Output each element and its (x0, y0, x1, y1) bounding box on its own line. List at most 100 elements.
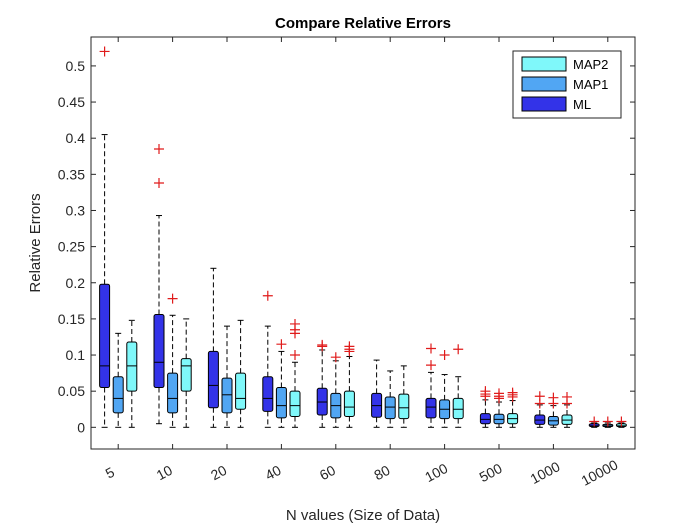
x-tick-label: 10 (154, 462, 175, 484)
box-iqr (398, 393, 410, 420)
box-iqr (221, 377, 233, 414)
box-iqr (275, 387, 287, 419)
outlier-marker (317, 339, 328, 350)
x-tick-label: 10000 (579, 456, 621, 489)
y-tick-label: 0.2 (66, 275, 86, 291)
x-tick-label: 1000 (528, 458, 563, 487)
y-axis-label: Relative Errors (27, 193, 44, 292)
box-10-s1 (153, 144, 165, 425)
box-10000-s2 (602, 416, 614, 428)
outlier-marker (439, 350, 450, 361)
legend-label: MAP2 (573, 57, 608, 72)
box-10-s3 (180, 318, 192, 428)
box-iqr (167, 372, 179, 414)
box-iqr (262, 376, 274, 412)
y-tick-label: 0.15 (58, 311, 85, 327)
box-series (99, 46, 627, 428)
box-10-s2 (167, 293, 179, 428)
outlier-marker (494, 388, 504, 399)
box-60-s1 (316, 339, 328, 428)
outlier-marker (480, 386, 491, 397)
box-500-s3 (507, 387, 519, 428)
legend-swatch (521, 96, 567, 112)
outlier-marker (330, 352, 341, 363)
box-100-s2 (439, 350, 451, 428)
y-tick-label: 0 (77, 419, 85, 435)
x-tick-label: 5 (103, 464, 118, 482)
y-tick-marks (91, 65, 635, 428)
outlier-marker (290, 350, 300, 361)
outlier-marker (507, 387, 518, 398)
box-iqr (153, 314, 165, 389)
box-iqr (452, 397, 464, 420)
x-tick-label: 100 (422, 460, 450, 485)
outlier-marker (589, 416, 600, 427)
plot-frame (90, 36, 636, 450)
box-iqr (235, 372, 247, 410)
box-20-s3 (235, 319, 247, 428)
box-60-s3 (343, 341, 355, 428)
x-tick-label: 40 (262, 462, 283, 484)
box-iqr (289, 390, 301, 417)
box-5-s1 (99, 46, 111, 428)
x-tick-label: 20 (208, 462, 229, 484)
legend-label: ML (573, 97, 591, 112)
outlier-marker (154, 178, 164, 189)
outlier-marker (99, 46, 110, 57)
outlier-marker (616, 416, 627, 427)
outlier-marker (534, 391, 545, 402)
y-tick-label: 0.45 (58, 94, 85, 110)
box-iqr (126, 341, 138, 392)
y-tick-label: 0.3 (66, 202, 86, 218)
outlier-marker (602, 416, 613, 427)
box-iqr (479, 413, 491, 425)
outlier-marker (562, 391, 572, 402)
legend: MAP2 MAP1 ML (512, 50, 622, 119)
outlier-marker (426, 360, 436, 371)
y-tick-label: 0.25 (58, 239, 85, 255)
box-80-s2 (384, 370, 396, 428)
y-tick-label: 0.1 (66, 347, 86, 363)
box-iqr (99, 283, 111, 389)
x-tick-label: 60 (317, 462, 338, 484)
box-iqr (425, 397, 437, 419)
y-tick-labels: 0 0.05 0.1 0.15 0.2 0.25 0.3 0.35 0.4 0.45 0.5 (58, 58, 85, 435)
box-40-s3 (289, 318, 301, 428)
box-10000-s1 (588, 416, 600, 428)
x-axis-label: N values (Size of Data) (286, 507, 440, 524)
y-tick-label: 0.35 (58, 166, 85, 182)
y-tick-label: 0.4 (66, 130, 86, 146)
box-20-s1 (207, 267, 219, 428)
outlier-marker (290, 318, 300, 329)
box-60-s2 (330, 352, 342, 428)
box-80-s1 (371, 359, 383, 428)
outlier-marker (262, 290, 273, 301)
outlier-marker (453, 344, 464, 355)
box-100-s3 (452, 344, 464, 428)
x-tick-label: 80 (371, 462, 392, 484)
box-iqr (180, 358, 192, 392)
outlier-marker (426, 343, 436, 354)
y-tick-label: 0.05 (58, 383, 85, 399)
outlier-marker (548, 392, 559, 403)
box-iqr (112, 376, 124, 414)
box-10000-s3 (615, 416, 627, 428)
x-tick-label: 500 (477, 460, 505, 485)
box-40-s2 (275, 339, 287, 428)
box-500-s2 (493, 388, 505, 428)
outlier-marker (344, 341, 355, 352)
box-1000-s1 (534, 391, 546, 428)
legend-label: MAP1 (573, 77, 608, 92)
legend-swatch (521, 56, 567, 72)
box-1000-s3 (561, 391, 573, 428)
box-5-s2 (112, 332, 124, 428)
y-tick-label: 0.5 (66, 58, 86, 74)
chart-title: Compare Relative Errors (275, 15, 451, 32)
outlier-marker (154, 144, 164, 155)
box-100-s1 (425, 343, 437, 428)
box-1000-s2 (547, 392, 559, 428)
box-20-s2 (221, 325, 233, 428)
box-40-s1 (262, 290, 274, 428)
box-iqr (343, 390, 355, 417)
